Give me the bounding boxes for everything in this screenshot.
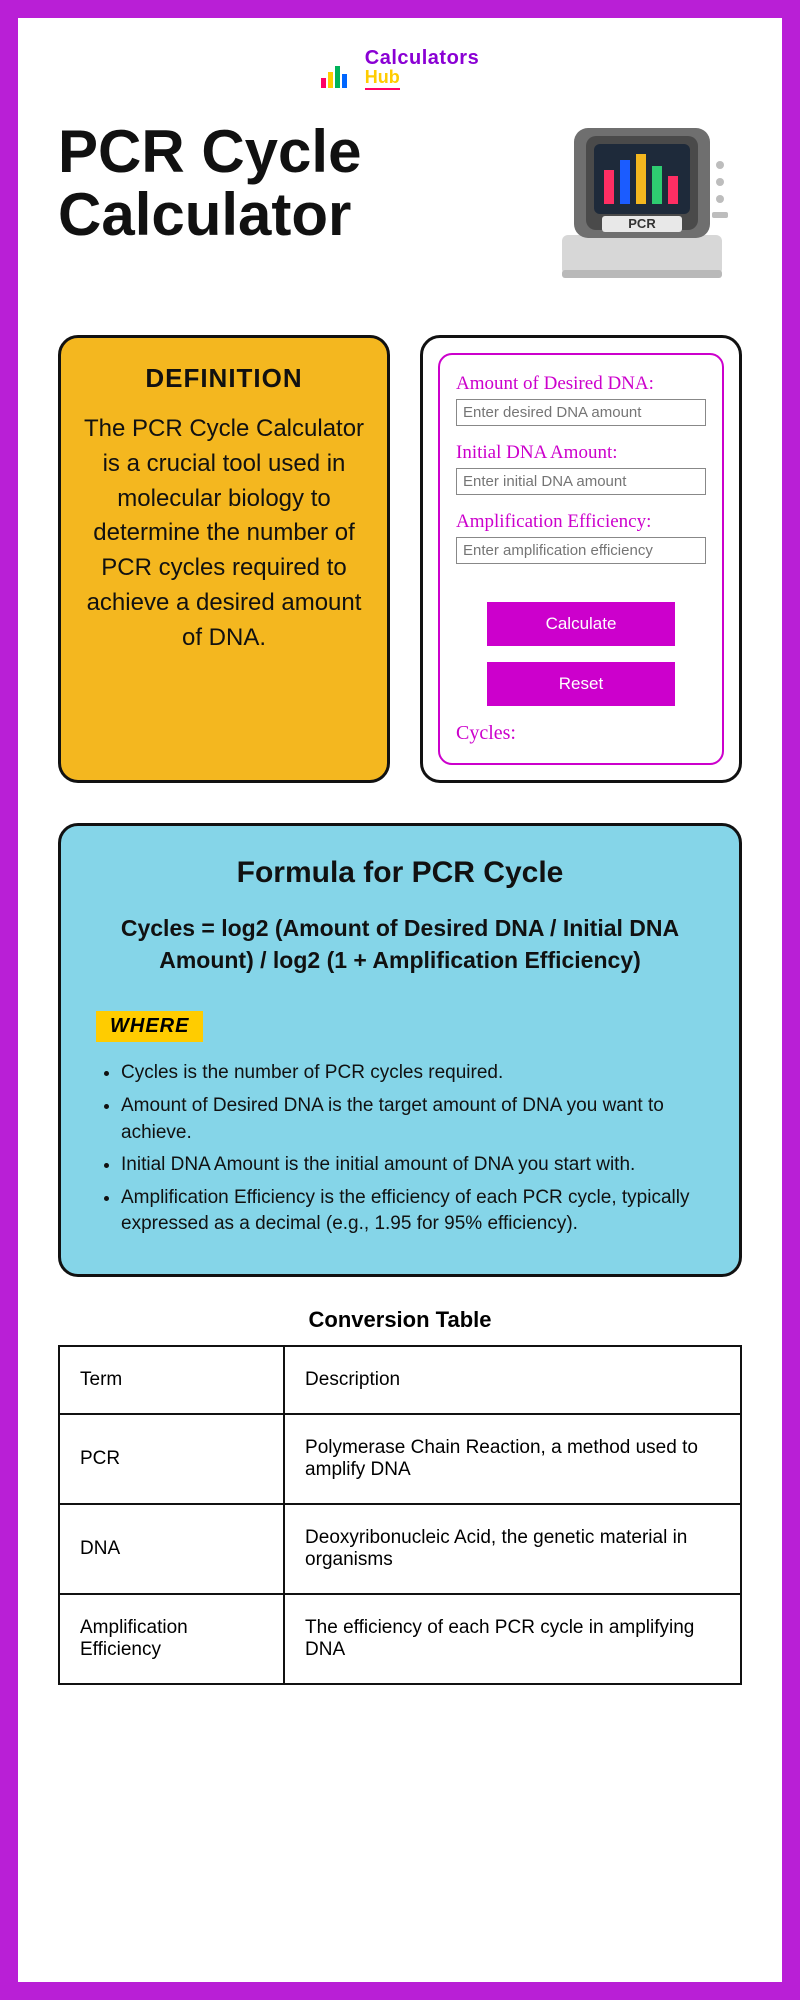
- table-row: DNA Deoxyribonucleic Acid, the genetic m…: [59, 1504, 741, 1594]
- formula-heading: Formula for PCR Cycle: [96, 856, 704, 890]
- conversion-table-title: Conversion Table: [58, 1307, 742, 1333]
- where-item: Amount of Desired DNA is the target amou…: [121, 1093, 704, 1146]
- calculator-box: Amount of Desired DNA: Initial DNA Amoun…: [420, 335, 742, 783]
- definition-text: The PCR Cycle Calculator is a crucial to…: [81, 412, 367, 656]
- cycles-output-label: Cycles:: [456, 722, 706, 745]
- page-content: Calculators Hub PCR Cycle Calculator: [18, 18, 782, 1982]
- efficiency-input[interactable]: [456, 537, 706, 564]
- formula-box: Formula for PCR Cycle Cycles = log2 (Amo…: [58, 823, 742, 1277]
- table-row: PCR Polymerase Chain Reaction, a method …: [59, 1414, 741, 1504]
- definition-heading: DEFINITION: [81, 363, 367, 394]
- table-cell: PCR: [59, 1414, 284, 1504]
- initial-dna-input[interactable]: [456, 468, 706, 495]
- table-row: Term Description: [59, 1346, 741, 1414]
- page-title: PCR Cycle Calculator: [58, 120, 512, 246]
- where-badge: WHERE: [96, 1011, 203, 1042]
- logo-bars-icon: [321, 50, 359, 88]
- where-list: Cycles is the number of PCR cycles requi…: [96, 1060, 704, 1238]
- logo-row: Calculators Hub: [58, 48, 742, 90]
- conversion-table: Term Description PCR Polymerase Chain Re…: [58, 1345, 742, 1685]
- table-cell: Deoxyribonucleic Acid, the genetic mater…: [284, 1504, 741, 1594]
- svg-text:PCR: PCR: [628, 216, 656, 231]
- logo-text-top: Calculators: [365, 48, 479, 68]
- field-label-efficiency: Amplification Efficiency:: [456, 511, 706, 533]
- reset-button[interactable]: Reset: [487, 662, 675, 706]
- table-header-term: Term: [59, 1346, 284, 1414]
- table-cell: The efficiency of each PCR cycle in ampl…: [284, 1594, 741, 1684]
- table-header-desc: Description: [284, 1346, 741, 1414]
- field-label-initial: Initial DNA Amount:: [456, 442, 706, 464]
- calculate-button[interactable]: Calculate: [487, 602, 675, 646]
- desired-dna-input[interactable]: [456, 399, 706, 426]
- pcr-machine-icon: PCR: [542, 120, 742, 285]
- table-cell: Polymerase Chain Reaction, a method used…: [284, 1414, 741, 1504]
- where-item: Initial DNA Amount is the initial amount…: [121, 1152, 704, 1179]
- brand-logo: Calculators Hub: [321, 48, 479, 90]
- table-cell: DNA: [59, 1504, 284, 1594]
- where-item: Cycles is the number of PCR cycles requi…: [121, 1060, 704, 1087]
- field-label-desired: Amount of Desired DNA:: [456, 373, 706, 395]
- definition-box: DEFINITION The PCR Cycle Calculator is a…: [58, 335, 390, 783]
- formula-equation: Cycles = log2 (Amount of Desired DNA / I…: [96, 912, 704, 976]
- logo-text-bottom: Hub: [365, 68, 400, 90]
- table-row: Amplification Efficiency The efficiency …: [59, 1594, 741, 1684]
- table-cell: Amplification Efficiency: [59, 1594, 284, 1684]
- outer-frame: Calculators Hub PCR Cycle Calculator: [0, 0, 800, 2000]
- where-item: Amplification Efficiency is the efficien…: [121, 1185, 704, 1238]
